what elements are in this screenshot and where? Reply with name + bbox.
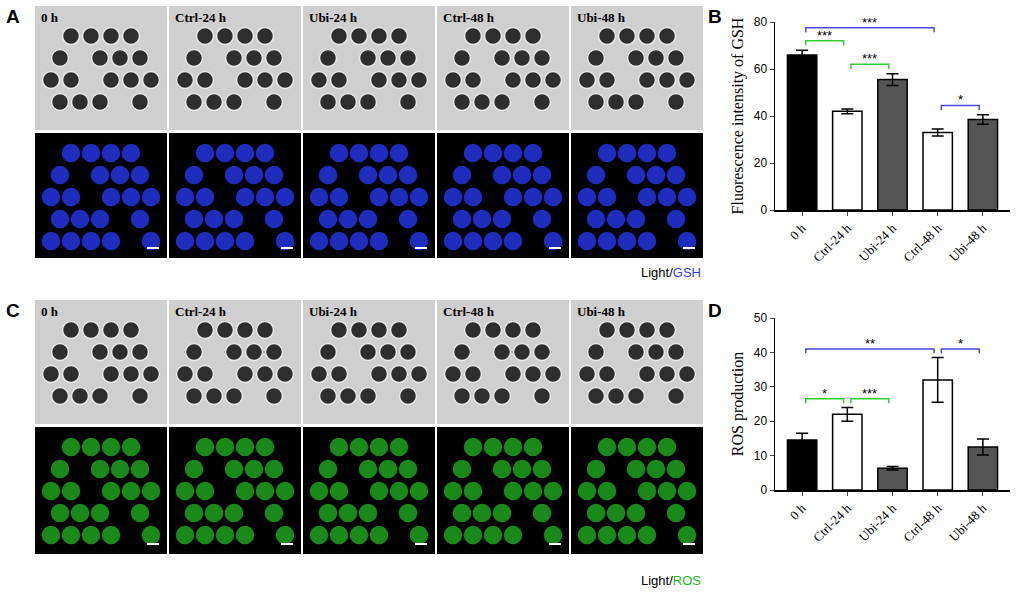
- svg-text:Fluorescence intensity of GSH: Fluorescence intensity of GSH: [729, 17, 747, 214]
- svg-text:Ubi-48 h: Ubi-48 h: [946, 220, 990, 264]
- svg-text:B: B: [708, 6, 722, 27]
- svg-text:Ctrl-48 h: Ctrl-48 h: [443, 10, 495, 25]
- svg-text:Ubi-24 h: Ubi-24 h: [309, 304, 358, 319]
- svg-text:Ctrl-48 h: Ctrl-48 h: [900, 500, 944, 544]
- svg-text:***: ***: [862, 51, 877, 66]
- svg-text:0 h: 0 h: [41, 304, 59, 319]
- svg-text:Light/GSH: Light/GSH: [641, 265, 701, 280]
- svg-text:80: 80: [754, 15, 768, 29]
- svg-text:0 h: 0 h: [787, 500, 809, 522]
- svg-text:*: *: [958, 92, 963, 107]
- svg-text:*: *: [958, 336, 963, 351]
- svg-text:Ubi-24 h: Ubi-24 h: [309, 10, 358, 25]
- svg-text:Ctrl-24 h: Ctrl-24 h: [175, 10, 227, 25]
- svg-text:0: 0: [760, 203, 767, 217]
- svg-text:C: C: [6, 300, 20, 321]
- svg-text:Ubi-48 h: Ubi-48 h: [577, 10, 626, 25]
- svg-text:Ctrl-24 h: Ctrl-24 h: [175, 304, 227, 319]
- svg-text:Ctrl-24 h: Ctrl-24 h: [810, 500, 854, 544]
- svg-text:***: ***: [817, 28, 832, 43]
- svg-text:Ctrl-48 h: Ctrl-48 h: [900, 220, 944, 264]
- svg-text:40: 40: [754, 346, 768, 360]
- svg-text:***: ***: [862, 15, 877, 30]
- svg-text:60: 60: [754, 62, 768, 76]
- svg-text:Ubi-48 h: Ubi-48 h: [577, 304, 626, 319]
- svg-text:ROS production: ROS production: [729, 352, 747, 456]
- svg-text:Light/ROS: Light/ROS: [641, 573, 701, 588]
- svg-text:A: A: [6, 6, 20, 27]
- svg-text:0 h: 0 h: [787, 220, 809, 242]
- svg-text:0: 0: [760, 483, 767, 497]
- svg-text:50: 50: [754, 311, 768, 325]
- svg-text:D: D: [708, 300, 722, 321]
- svg-text:Ubi-48 h: Ubi-48 h: [946, 500, 990, 544]
- svg-text:***: ***: [862, 386, 877, 401]
- svg-text:40: 40: [754, 109, 768, 123]
- svg-text:**: **: [865, 336, 875, 351]
- svg-text:*: *: [822, 386, 827, 401]
- svg-text:30: 30: [754, 380, 768, 394]
- svg-text:10: 10: [754, 449, 768, 463]
- svg-text:Ubi-24 h: Ubi-24 h: [856, 220, 900, 264]
- svg-text:20: 20: [754, 414, 768, 428]
- svg-text:Ctrl-24 h: Ctrl-24 h: [810, 220, 854, 264]
- svg-text:Ctrl-48 h: Ctrl-48 h: [443, 304, 495, 319]
- svg-text:20: 20: [754, 156, 768, 170]
- svg-text:Ubi-24 h: Ubi-24 h: [856, 500, 900, 544]
- svg-text:0 h: 0 h: [41, 10, 59, 25]
